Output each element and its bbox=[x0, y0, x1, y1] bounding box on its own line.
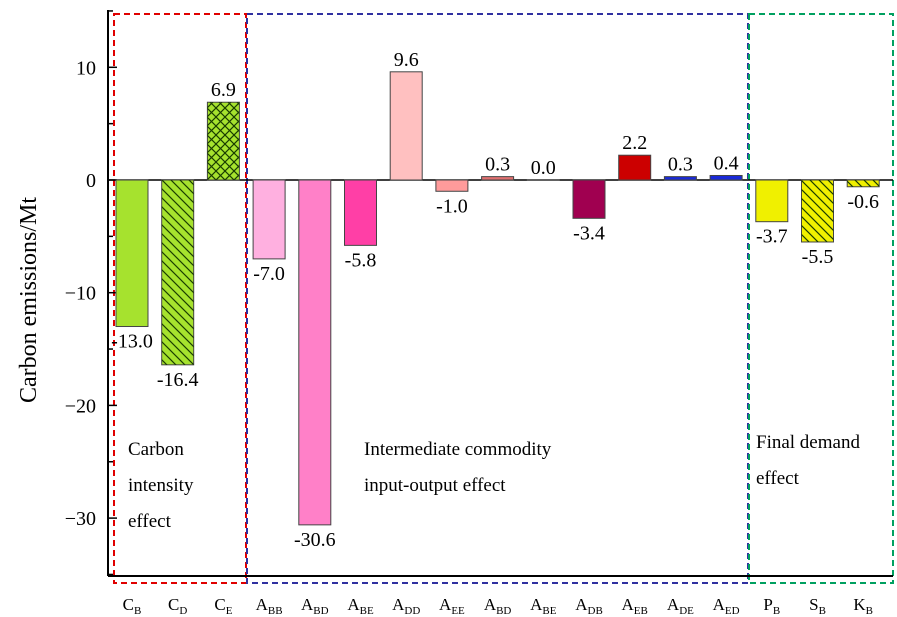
y-tick-label: −30 bbox=[65, 508, 96, 530]
y-tick-label: −10 bbox=[65, 283, 96, 305]
value-label: -7.0 bbox=[253, 263, 285, 285]
group-box bbox=[113, 13, 247, 584]
value-label: 0.4 bbox=[714, 152, 739, 174]
bar bbox=[481, 176, 515, 181]
bar bbox=[618, 154, 652, 181]
value-label: -3.7 bbox=[756, 226, 788, 248]
value-label: -13.0 bbox=[111, 331, 153, 353]
value-label: 6.9 bbox=[211, 79, 236, 101]
group-label: Carbon bbox=[128, 439, 184, 460]
group-label: effect bbox=[756, 468, 800, 489]
bar bbox=[115, 179, 149, 328]
x-tick-labels: CB CD CE ABB ABD ABE ADD AEE ABD ABE ADB AEB ADE AED P… bbox=[123, 595, 873, 617]
group-label: effect bbox=[128, 511, 172, 532]
value-label: 0.3 bbox=[668, 154, 693, 176]
bar bbox=[435, 179, 469, 192]
x-tick-label: ABB bbox=[256, 595, 283, 617]
x-tick-label: AEE bbox=[439, 595, 465, 617]
y-tick-label: −20 bbox=[65, 395, 96, 417]
x-tick-label: ADB bbox=[575, 595, 603, 617]
x-tick-label: PB bbox=[763, 595, 780, 617]
value-label: -0.6 bbox=[847, 191, 879, 213]
y-tick-label: 10 bbox=[76, 57, 96, 79]
bar-hatch bbox=[801, 180, 834, 242]
value-label: 2.2 bbox=[622, 132, 647, 154]
bar bbox=[389, 71, 423, 181]
x-tick-label: ABD bbox=[484, 595, 512, 617]
y-tick-label: 0 bbox=[86, 170, 96, 192]
x-tick-label: ABE bbox=[347, 595, 374, 617]
bar bbox=[663, 176, 697, 181]
bar-hatch bbox=[161, 180, 194, 365]
bars bbox=[115, 71, 880, 526]
value-label: -16.4 bbox=[157, 369, 199, 391]
x-tick-label: CD bbox=[168, 595, 187, 617]
bar bbox=[298, 179, 332, 526]
value-labels: -13.0-16.4 6.9 -7.0 -30.6 -5.8 9.6 -1.0 0.3 0.0 -… bbox=[111, 49, 879, 551]
group-boxes: Carbon intensity effect Intermediate commod… bbox=[113, 13, 894, 584]
x-tick-label: ABD bbox=[301, 595, 329, 617]
x-tick-label: ADE bbox=[667, 595, 694, 617]
value-label: -3.4 bbox=[573, 222, 605, 244]
value-label: -5.5 bbox=[802, 246, 834, 268]
value-label: 0.0 bbox=[531, 157, 556, 179]
bar bbox=[572, 179, 606, 219]
group-box bbox=[748, 13, 894, 584]
y-axis-label: Carbon emissions/Mt bbox=[16, 197, 42, 403]
group-label: intensity bbox=[128, 475, 194, 496]
value-label: -30.6 bbox=[294, 529, 336, 551]
group-label: input-output effect bbox=[364, 475, 506, 496]
value-label: -1.0 bbox=[436, 195, 468, 217]
bar-hatch bbox=[847, 180, 880, 187]
group-label: Intermediate commodity bbox=[364, 439, 552, 460]
x-tick-label: CE bbox=[214, 595, 232, 617]
value-label: -5.8 bbox=[345, 249, 377, 271]
value-label: 9.6 bbox=[394, 49, 419, 71]
bar-hatch bbox=[207, 102, 240, 180]
x-tick-label: CB bbox=[123, 595, 142, 617]
x-tick-label: ABE bbox=[530, 595, 557, 617]
bar bbox=[344, 179, 377, 246]
x-tick-label: ADD bbox=[392, 595, 420, 617]
x-tick-label: AEB bbox=[622, 595, 648, 617]
group-label: Final demand bbox=[756, 432, 860, 453]
x-tick-label: AED bbox=[713, 595, 740, 617]
bar bbox=[755, 179, 789, 223]
bar bbox=[252, 179, 286, 260]
value-label: 0.3 bbox=[485, 154, 510, 176]
x-tick-label: SB bbox=[809, 595, 826, 617]
bar bbox=[709, 174, 743, 181]
x-tick-label: KB bbox=[853, 595, 873, 617]
